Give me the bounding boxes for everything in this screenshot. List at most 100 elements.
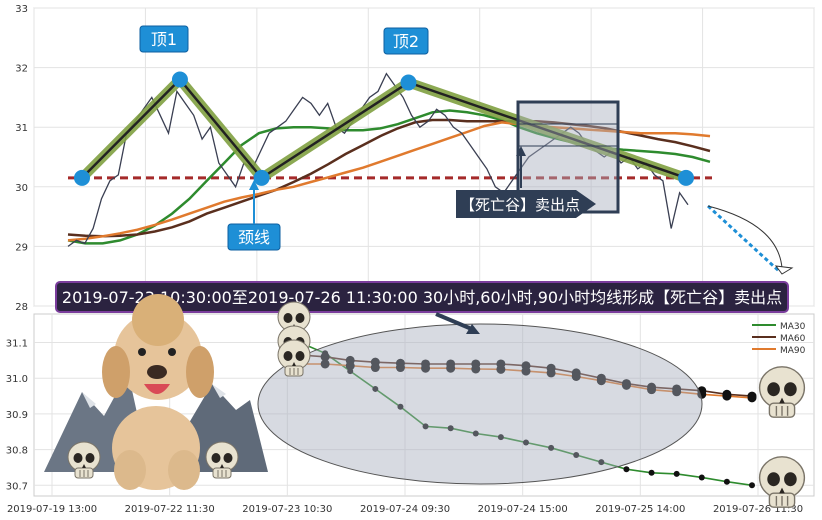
data-point xyxy=(320,352,330,362)
skull-eye xyxy=(73,453,83,463)
skull-nose xyxy=(292,362,296,366)
legend-label: MA60 xyxy=(780,334,806,344)
skull-icon xyxy=(67,441,101,479)
skull-nose xyxy=(220,464,224,468)
skull-nose xyxy=(779,397,785,404)
skull-eye xyxy=(211,453,221,463)
x-tick-label: 2019-07-25 14:00 xyxy=(595,504,685,515)
y-tick-label: 33 xyxy=(15,4,28,15)
skull-icon xyxy=(758,366,806,418)
data-point xyxy=(621,380,631,390)
skull-eye xyxy=(85,453,95,463)
legend-label: MA90 xyxy=(780,346,806,356)
annotations: 顶1 顶2 颈线 【死亡谷】卖出点 2019-07-23 10:30:00至20… xyxy=(55,25,794,485)
data-point xyxy=(573,451,580,458)
data-point xyxy=(497,434,504,441)
y-tick-label: 30.8 xyxy=(6,446,28,457)
zoom-pointer-arrow-head xyxy=(466,324,480,334)
pattern-point xyxy=(400,74,417,91)
x-tick-label: 2019-07-23 10:30 xyxy=(242,504,332,515)
data-point xyxy=(447,425,454,432)
data-point xyxy=(548,444,555,451)
skull-eye xyxy=(767,472,780,487)
banner-bg xyxy=(55,281,789,313)
y-tick-label: 31.0 xyxy=(6,374,28,385)
pattern-point xyxy=(171,71,188,88)
data-point xyxy=(446,363,456,373)
skull-icon xyxy=(205,441,239,479)
data-point xyxy=(370,363,380,373)
data-point xyxy=(571,371,581,381)
banner-text: 2019-07-23 10:30:00至2019-07-26 11:30:00 … xyxy=(62,288,782,307)
death-valley-pointer-head xyxy=(516,146,526,156)
skull-icon xyxy=(277,339,311,377)
data-point xyxy=(749,482,755,489)
data-point xyxy=(546,368,556,378)
data-point xyxy=(422,423,429,430)
data-point xyxy=(345,361,355,371)
ma-zoom-x-ticks: 2019-07-19 13:00 2019-07-22 11:30 2019-07-… xyxy=(7,504,803,515)
death-valley-highlight-ellipse xyxy=(257,323,703,485)
data-point xyxy=(521,366,531,376)
death-valley-label: 【死亡谷】卖出点 xyxy=(460,196,580,214)
data-point xyxy=(672,387,682,397)
skull-eye xyxy=(283,313,293,323)
skull-eye xyxy=(784,382,797,397)
target-projection-line xyxy=(706,204,782,274)
data-point xyxy=(523,439,529,446)
x-tick-label: 2019-07-26 11:30 xyxy=(713,504,803,515)
data-point xyxy=(598,459,605,466)
data-point xyxy=(623,466,630,473)
x-tick-label: 2019-07-19 13:00 xyxy=(7,504,97,515)
target-projection-arc xyxy=(707,205,783,269)
data-point xyxy=(421,363,431,373)
decoration xyxy=(44,294,806,508)
y-tick-label: 32 xyxy=(15,64,28,75)
neckline-label: 颈线 xyxy=(238,228,270,247)
data-point xyxy=(320,359,330,369)
skull-eye xyxy=(223,453,233,463)
data-point xyxy=(395,363,405,373)
data-point xyxy=(496,364,506,374)
skull-eye xyxy=(295,313,305,323)
pattern-point xyxy=(253,169,270,186)
price-series xyxy=(67,71,712,247)
legend: MA30 MA60 MA90 xyxy=(752,322,806,356)
target-projection-head xyxy=(774,265,794,275)
skull-eye xyxy=(295,351,305,361)
legend-label: MA30 xyxy=(780,322,806,332)
pattern-point xyxy=(74,169,90,186)
poodle-dog-icon xyxy=(102,294,214,490)
top1-label-bg xyxy=(139,25,189,53)
y-tick-label: 30.7 xyxy=(6,481,28,492)
top2-label-bg xyxy=(383,27,429,55)
top2-label: 顶2 xyxy=(393,32,419,51)
data-point xyxy=(472,430,479,437)
data-point xyxy=(698,474,705,481)
data-point xyxy=(722,391,732,401)
x-tick-label: 2019-07-24 15:00 xyxy=(478,504,568,515)
neckline-pointer-head xyxy=(249,180,259,190)
data-point xyxy=(723,478,730,485)
skulls xyxy=(67,301,806,508)
y-tick-label: 31.1 xyxy=(6,339,28,350)
price-y-ticks: 28 29 30 31 32 33 xyxy=(15,4,28,313)
line-series-ma60 xyxy=(67,118,711,238)
data-point xyxy=(673,470,680,477)
ma-zoom-y-ticks: 30.7 30.8 30.9 31.0 31.1 xyxy=(6,339,28,493)
line-series-ma90 xyxy=(67,121,711,242)
pattern-point xyxy=(678,169,694,186)
zoom-pointer-arrow xyxy=(435,312,475,332)
y-tick-label: 30.9 xyxy=(6,410,28,421)
skull-nose xyxy=(779,487,785,494)
data-point xyxy=(397,403,404,410)
skull-eye xyxy=(784,472,797,487)
y-tick-label: 30 xyxy=(15,183,28,194)
data-point xyxy=(596,376,606,386)
y-tick-label: 28 xyxy=(15,302,28,313)
skull-nose xyxy=(82,464,86,468)
skull-eye xyxy=(767,382,780,397)
y-tick-label: 31 xyxy=(15,123,28,134)
skull-icon xyxy=(758,456,806,508)
